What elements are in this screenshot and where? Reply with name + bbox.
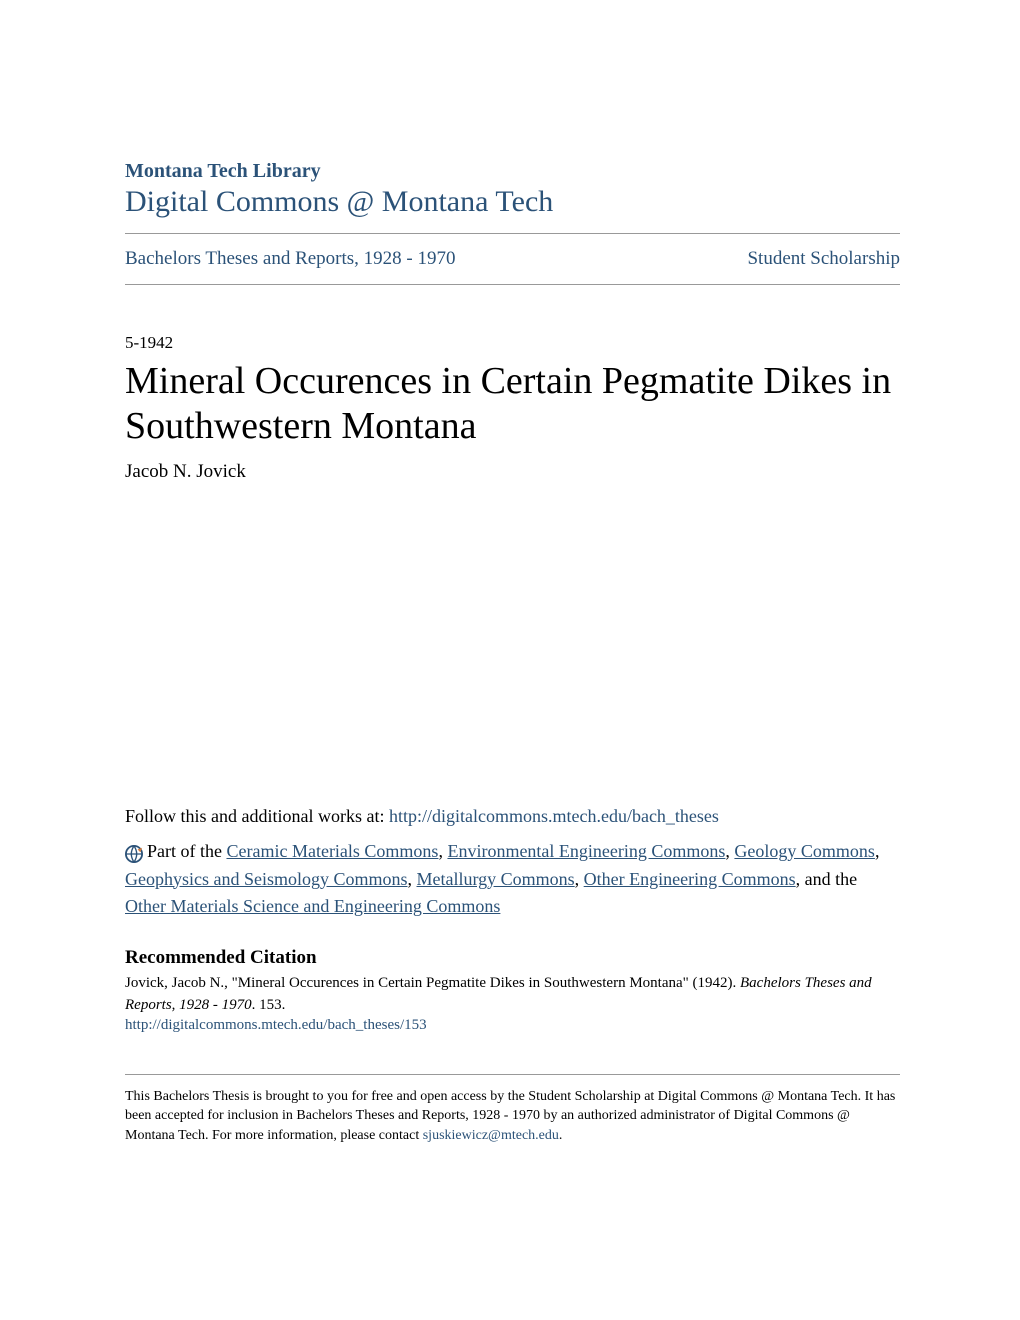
repository-name[interactable]: Digital Commons @ Montana Tech (125, 185, 900, 219)
citation-section: Recommended Citation Jovick, Jacob N., "… (125, 947, 900, 1034)
follow-url-link[interactable]: http://digitalcommons.mtech.edu/bach_the… (389, 806, 719, 826)
citation-heading: Recommended Citation (125, 947, 900, 969)
follow-prefix: Follow this and additional works at: (125, 806, 389, 826)
commons-link-0[interactable]: Ceramic Materials Commons (226, 841, 438, 861)
footer-contact-link[interactable]: sjuskiewicz@mtech.edu (423, 1128, 559, 1143)
date-issued: 5-1942 (125, 333, 900, 353)
breadcrumb: Bachelors Theses and Reports, 1928 - 197… (125, 234, 900, 284)
footer-divider (125, 1074, 900, 1075)
commons-link-4[interactable]: Metallurgy Commons (417, 869, 575, 889)
institution-name: Montana Tech Library (125, 160, 900, 183)
commons-link-5[interactable]: Other Engineering Commons (584, 869, 796, 889)
network-icon (125, 844, 143, 862)
commons-link-last[interactable]: Other Materials Science and Engineering … (125, 896, 500, 916)
commons-link-1[interactable]: Environmental Engineering Commons (447, 841, 725, 861)
citation-author-part: Jovick, Jacob N., "Mineral Occurences in… (125, 975, 740, 991)
category-link[interactable]: Student Scholarship (747, 248, 900, 270)
citation-body: Jovick, Jacob N., "Mineral Occurences in… (125, 973, 900, 1017)
collection-link[interactable]: Bachelors Theses and Reports, 1928 - 197… (125, 248, 456, 270)
commons-list: Part of the Ceramic Materials Commons, E… (125, 838, 900, 922)
follow-section: Follow this and additional works at: htt… (125, 803, 900, 922)
commons-link-3[interactable]: Geophysics and Seismology Commons (125, 869, 408, 889)
document-title: Mineral Occurences in Certain Pegmatite … (125, 359, 900, 449)
commons-link-2[interactable]: Geology Commons (734, 841, 875, 861)
footer-text-part2: . (559, 1128, 563, 1143)
citation-number: . 153. (252, 997, 286, 1013)
commons-and: , and the (796, 869, 857, 889)
footer-text: This Bachelors Thesis is brought to you … (125, 1087, 900, 1146)
header-divider-bottom (125, 284, 900, 285)
citation-url-link[interactable]: http://digitalcommons.mtech.edu/bach_the… (125, 1017, 900, 1034)
document-author: Jacob N. Jovick (125, 461, 900, 483)
commons-prefix: Part of the (147, 841, 226, 861)
